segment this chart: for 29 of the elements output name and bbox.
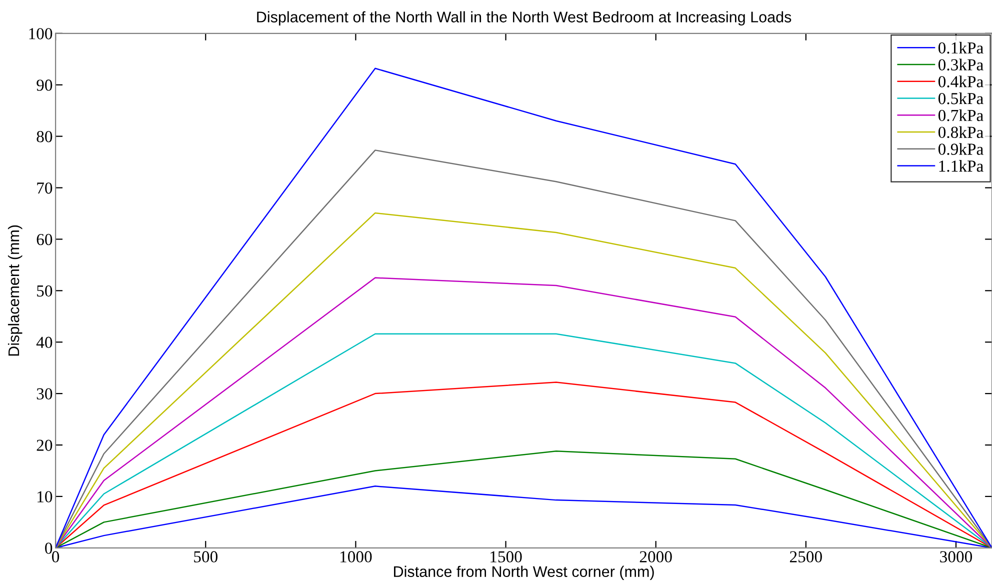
- legend-label: 0.3kPa: [938, 58, 984, 71]
- y-axis-title: Displacement (mm): [8, 225, 22, 356]
- y-tick-label: 50: [37, 285, 52, 297]
- x-tick-label: 1500: [490, 551, 522, 562]
- legend-label: 0.7kPa: [938, 109, 984, 122]
- y-tick-label: 60: [36, 234, 52, 246]
- legend-label: 1.1kPa: [939, 160, 984, 172]
- y-tick-label: 10: [38, 491, 52, 502]
- x-tick-label: 1000: [340, 551, 372, 562]
- legend-label: 0.4kPa: [938, 76, 984, 88]
- y-tick-label: 20: [36, 440, 52, 451]
- y-tick-label: 40: [36, 336, 52, 348]
- x-tick-label: 3000: [940, 551, 972, 562]
- x-tick-label: 2000: [640, 551, 672, 562]
- legend-label: 0.5kPa: [938, 92, 984, 104]
- x-tick-label: 2500: [790, 551, 822, 562]
- x-tick-label: 0: [52, 551, 60, 562]
- y-tick-label: 80: [36, 131, 52, 142]
- x-axis-title: Distance from North West corner (mm): [394, 566, 654, 580]
- y-tick-label: 70: [37, 182, 52, 194]
- y-tick-label: 100: [29, 28, 52, 40]
- y-tick-label: 90: [36, 80, 52, 91]
- legend-label: 0.9kPa: [938, 143, 984, 155]
- legend-label: 0.1kPa: [938, 42, 984, 54]
- y-tick-label: 30: [36, 388, 52, 400]
- chart-title: Displacement of the North Wall in the North West Bedroom at Increasing Loads: [257, 11, 792, 26]
- y-tick-label: 0: [45, 542, 52, 554]
- legend-label: 0.8kPa: [938, 126, 984, 138]
- x-tick-label: 500: [194, 551, 218, 562]
